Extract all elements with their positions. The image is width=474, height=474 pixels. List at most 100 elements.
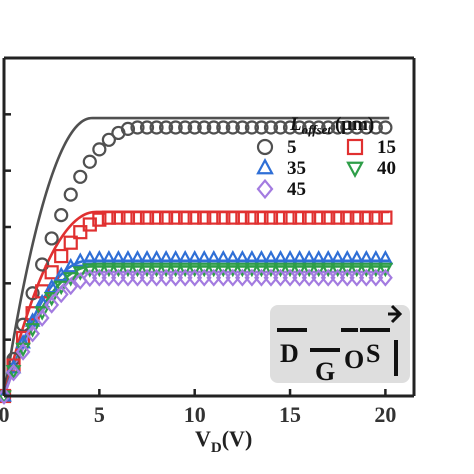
marker-series-15 [44, 265, 59, 280]
marker-series-45 [120, 268, 136, 287]
marker-series-5 [139, 120, 155, 135]
legend-title: Loffset (μm) [289, 114, 374, 137]
marker-series-15 [206, 210, 221, 225]
marker-series-45 [254, 268, 269, 287]
marker-series-45 [168, 268, 184, 287]
marker-series-15 [197, 210, 212, 225]
marker-series-40 [91, 262, 108, 278]
marker-series-45 [282, 268, 298, 287]
x-tick-label: 20 [374, 402, 396, 427]
marker-series-40 [129, 262, 146, 278]
x-tick-label: 10 [184, 402, 206, 427]
marker-series-45 [330, 268, 346, 287]
marker-series-40 [244, 262, 260, 278]
marker-series-45 [225, 268, 241, 287]
marker-series-5 [302, 120, 317, 135]
marker-series-45 [44, 295, 60, 314]
marker-series-15 [244, 210, 260, 225]
marker-series-5 [378, 120, 393, 135]
marker-series-15 [254, 210, 269, 225]
marker-series-40 [120, 262, 136, 278]
x-axis-label-sub: D [211, 440, 222, 456]
marker-series-45 [368, 268, 384, 287]
marker-series-15 [349, 210, 364, 225]
legend-label-15: 15 [377, 137, 396, 158]
legend-marker-35 [256, 157, 274, 175]
marker-series-45 [301, 268, 317, 287]
marker-series-45 [34, 309, 50, 327]
legend-marker-5 [256, 138, 274, 156]
marker-series-15 [149, 210, 164, 225]
marker-series-5 [168, 120, 183, 135]
x-tick-label: 15 [279, 402, 301, 427]
legend-entries: 5 15 35 40 45 [256, 137, 396, 200]
marker-series-5 [273, 120, 288, 135]
marker-series-40 [234, 262, 251, 278]
marker-series-5 [311, 120, 326, 135]
marker-series-45 [292, 268, 308, 287]
x-tick-label: 5 [94, 402, 105, 427]
marker-series-5 [25, 286, 40, 301]
marker-series-40 [301, 262, 317, 278]
marker-series-40 [186, 262, 203, 278]
marker-series-40 [196, 262, 213, 278]
marker-series-45 [53, 285, 69, 304]
marker-series-45 [263, 268, 279, 287]
legend: Loffset (μm) 5 15 35 40 45 [256, 114, 396, 200]
marker-series-5 [368, 120, 383, 135]
marker-series-15 [111, 210, 126, 225]
inset-background [270, 305, 410, 383]
marker-series-15 [92, 212, 107, 227]
marker-series-5 [101, 132, 116, 147]
marker-series-15 [359, 210, 374, 225]
line-series-35 [2, 259, 390, 397]
legend-title-unit: (μm) [335, 114, 374, 135]
marker-series-15 [368, 210, 383, 225]
marker-series-5 [321, 120, 336, 135]
inset-label-oxide: O [344, 345, 364, 374]
marker-series-15 [330, 210, 345, 225]
marker-series-15 [63, 235, 78, 250]
marker-series-15 [273, 210, 288, 225]
marker-series-15 [54, 248, 69, 264]
marker-series-40 [215, 262, 232, 278]
marker-series-40 [177, 262, 194, 278]
marker-series-45 [339, 268, 355, 287]
marker-series-40 [329, 262, 346, 278]
marker-series-15 [158, 210, 174, 225]
legend-label-5: 5 [287, 137, 297, 158]
marker-series-35 [15, 333, 31, 349]
marker-series-5 [120, 121, 136, 136]
marker-series-45 [15, 342, 31, 361]
marker-series-15 [178, 210, 193, 225]
marker-series-40 [291, 262, 308, 278]
x-axis-label: VD(V) [195, 426, 252, 456]
marker-series-35 [43, 278, 60, 294]
marker-series-45 [130, 268, 145, 287]
inset-label-drain: D [280, 339, 299, 368]
marker-series-45 [149, 268, 164, 287]
marker-series-40 [377, 262, 394, 278]
marker-series-40 [72, 266, 89, 281]
marker-series-15 [168, 210, 183, 225]
marker-series-45 [91, 268, 107, 287]
marker-series-40 [167, 262, 184, 278]
legend-title-italic: L [289, 114, 302, 135]
legend-title-sub: offset [302, 122, 332, 137]
marker-series-40 [310, 262, 327, 278]
marker-series-5 [292, 120, 307, 135]
marker-series-40 [110, 262, 127, 278]
device-inset: D G O S [270, 304, 410, 386]
marker-series-45 [311, 268, 327, 287]
marker-series-15 [292, 210, 307, 225]
x-axis-label-tail: (V) [222, 426, 253, 451]
marker-series-45 [0, 387, 12, 405]
marker-series-5 [216, 120, 231, 135]
marker-series-15 [73, 225, 88, 240]
marker-series-5 [44, 231, 59, 246]
marker-series-5 [254, 120, 269, 135]
marker-series-15 [101, 210, 116, 225]
x-axis-ticks: 0 5 10 15 20 [0, 389, 396, 427]
marker-series-45 [25, 324, 41, 343]
